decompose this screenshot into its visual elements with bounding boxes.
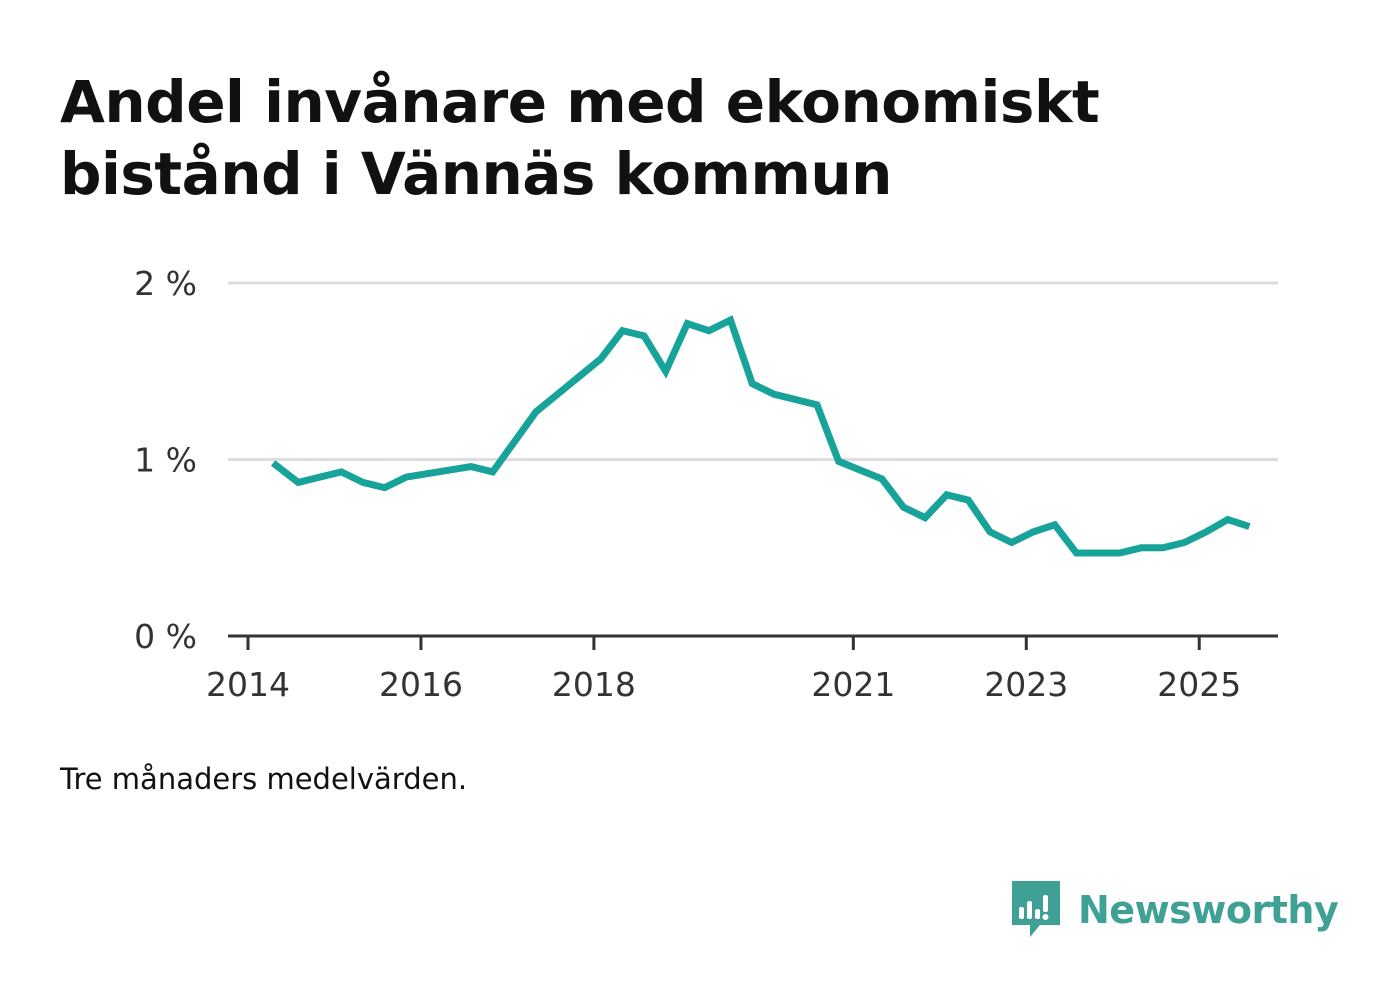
brand-name: Newsworthy [1078,888,1339,932]
y-tick-label-0: 0 % [134,617,197,656]
x-tick-label-5: 2025 [1157,665,1241,704]
y-tick-label-1: 1 % [134,441,197,480]
x-tick-label-3: 2021 [811,665,895,704]
series-layer [270,315,1251,557]
y-tick-label-2: 2 % [134,264,197,303]
x-tick-label-4: 2023 [984,665,1068,704]
x-axis: 2014 2016 2018 2021 2023 2025 [206,634,1278,704]
newsworthy-logo-icon [1012,881,1060,937]
chart-note: Tre månaders medelvärden. [60,762,468,796]
chart-title-line-2: bistånd i Vännäs kommun [60,140,892,208]
x-tick-label-0: 2014 [206,665,290,704]
y-axis: 0 % 1 % 2 % [134,264,197,656]
gridlines [228,281,1278,461]
brand[interactable]: Newsworthy [1010,878,1339,942]
series-line-0 [270,315,1251,557]
chart-title: Andel invånare med ekonomiskt bistånd i … [60,66,1260,210]
x-tick-label-2: 2018 [552,665,636,704]
chart-title-line-1: Andel invånare med ekonomiskt [60,68,1100,136]
x-tick-label-1: 2016 [379,665,463,704]
